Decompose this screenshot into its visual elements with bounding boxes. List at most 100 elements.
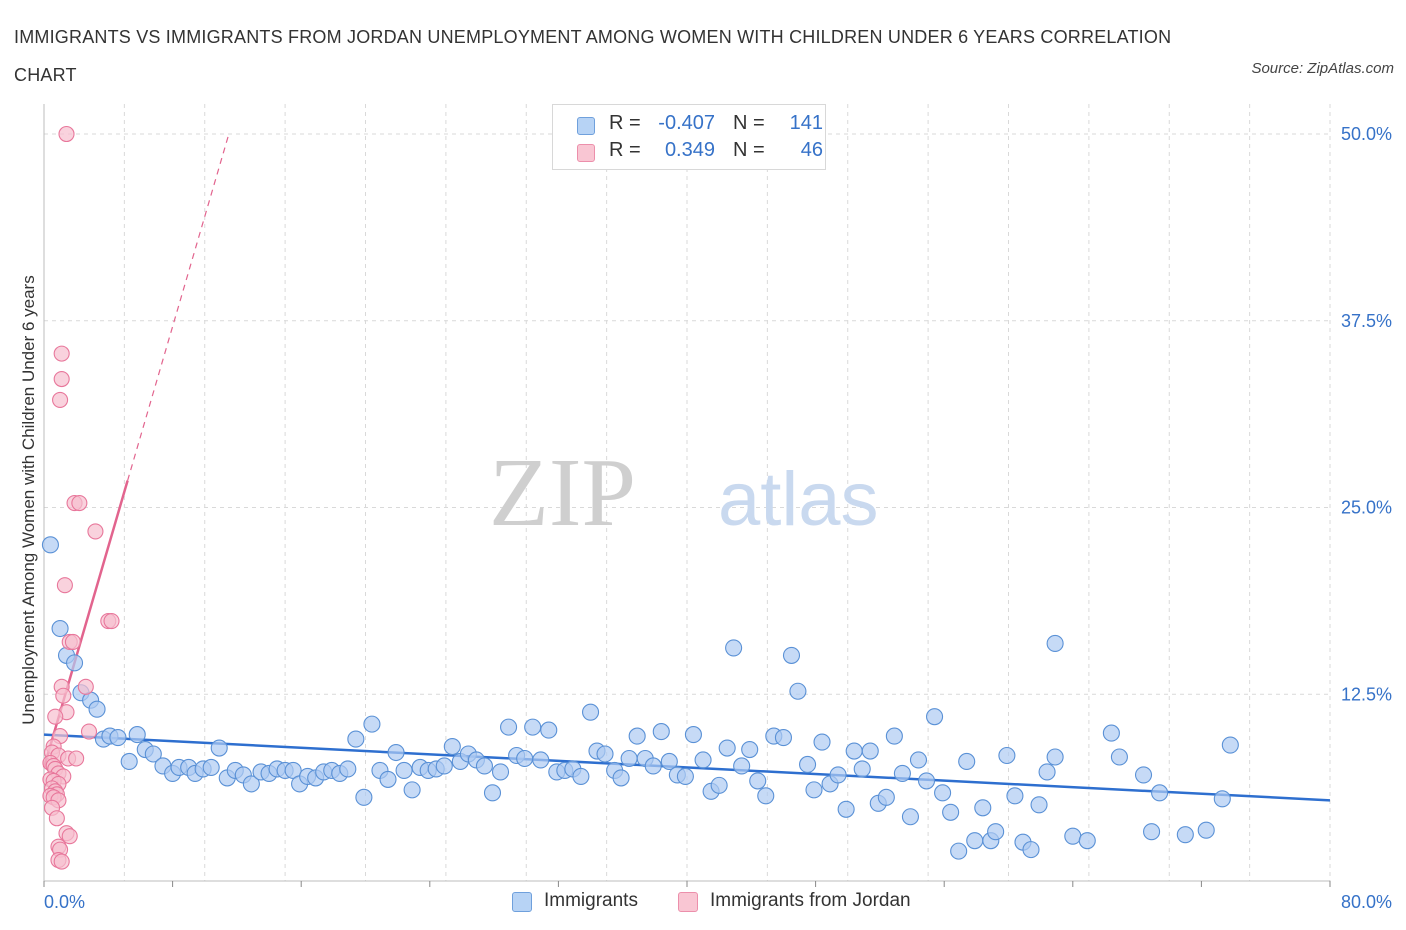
immigrants-point	[1213, 790, 1231, 808]
immigrants-point	[845, 742, 863, 760]
immigrants-point	[853, 760, 871, 778]
jordan-trend-line-dashed	[127, 133, 230, 481]
immigrants-point	[694, 751, 712, 769]
immigrants-point	[829, 766, 847, 784]
x-tick-label: 80.0%	[1341, 892, 1392, 912]
immigrants-point	[644, 757, 662, 775]
n-label: N =	[733, 139, 765, 161]
immigrants-point	[861, 742, 879, 760]
immigrants-point	[339, 760, 357, 778]
jordan-swatch	[577, 144, 595, 162]
immigrants-point	[987, 823, 1005, 841]
immigrants-point	[516, 749, 534, 768]
jordan-point	[103, 612, 120, 630]
jordan-point	[47, 708, 64, 725]
jordan-point	[55, 687, 72, 704]
immigrants-point	[950, 842, 968, 860]
immigrants-point	[524, 718, 542, 736]
immigrants-point	[620, 749, 638, 768]
immigrants-point	[718, 739, 736, 757]
immigrants-point	[733, 757, 751, 775]
immigrants-point	[893, 764, 911, 782]
immigrants-point	[741, 740, 759, 759]
immigrants-point	[1038, 763, 1056, 781]
immigrants-point	[1197, 821, 1215, 839]
legend-swatch-immigrants	[512, 892, 532, 912]
immigrants-point	[395, 761, 413, 779]
y-axis-label-wrap: Unemployment Among Women with Children U…	[16, 140, 42, 860]
jordan-point	[64, 633, 81, 651]
immigrants-point	[958, 752, 976, 771]
immigrants-point	[581, 703, 600, 721]
immigrants-point	[347, 730, 365, 748]
immigrants-point	[379, 770, 397, 788]
immigrants-point	[144, 745, 162, 763]
immigrants-point	[628, 727, 646, 745]
y-tick-label: 50.0%	[1341, 124, 1392, 144]
immigrants-point	[363, 715, 381, 733]
immigrants-point	[1134, 766, 1153, 784]
immigrants-point	[799, 755, 817, 774]
immigrants-point	[483, 784, 502, 802]
immigrants-point	[120, 752, 138, 771]
y-tick-label: 12.5%	[1341, 684, 1392, 704]
watermark-atlas: atlas	[718, 457, 879, 542]
immigrants-point	[934, 784, 952, 802]
immigrants-point	[128, 726, 146, 744]
immigrants-point	[500, 718, 518, 736]
chart-title: IMMIGRANTS VS IMMIGRANTS FROM JORDAN UNE…	[14, 27, 1172, 85]
axes	[43, 104, 1331, 887]
immigrants-n-value: 141	[789, 112, 823, 134]
stats-legend: R = -0.407 N = 141 R = 0.349 N = 46	[552, 104, 826, 170]
immigrants-point	[1176, 826, 1194, 844]
jordan-point	[56, 577, 73, 594]
immigrants-point	[917, 772, 936, 790]
immigrants-point	[1143, 823, 1161, 841]
immigrants-swatch	[577, 117, 595, 135]
immigrants-point	[813, 733, 831, 751]
x-tick-label: 0.0%	[44, 892, 85, 912]
immigrants-point	[65, 654, 84, 672]
jordan-n-value: 46	[800, 139, 823, 161]
watermark-zip: ZIP	[489, 439, 636, 547]
immigrants-point	[1006, 787, 1024, 805]
immigrants-point	[974, 799, 992, 817]
immigrants-point	[1221, 736, 1239, 754]
jordan-point	[53, 853, 70, 870]
r-label: R =	[609, 112, 641, 134]
y-tick-label: 25.0%	[1341, 498, 1392, 518]
immigrants-point	[966, 832, 984, 850]
immigrants-point	[88, 700, 106, 718]
immigrants-point	[837, 800, 855, 818]
jordan-r-value: 0.349	[664, 139, 715, 161]
immigrants-point	[491, 763, 510, 781]
immigrants-point	[109, 729, 127, 747]
immigrants-point	[355, 788, 373, 806]
jordan-point	[80, 723, 98, 740]
immigrants-point	[942, 803, 960, 821]
jordan-point	[53, 370, 70, 388]
jordan-point	[77, 678, 94, 695]
immigrants-point	[1030, 796, 1048, 814]
immigrants-point	[909, 751, 928, 769]
immigrants-point	[51, 619, 69, 638]
watermark: ZIP atlas	[489, 439, 879, 547]
r-label: R =	[609, 139, 641, 161]
immigrants-point	[242, 775, 260, 793]
legend-label-immigrants: Immigrants	[544, 890, 638, 911]
immigrants-point	[782, 646, 801, 664]
immigrants-point	[1102, 724, 1120, 742]
immigrants-point	[387, 743, 405, 762]
immigrants-point	[572, 767, 590, 785]
immigrants-point	[998, 746, 1016, 765]
jordan-point	[71, 494, 88, 512]
immigrants-point	[540, 721, 558, 739]
jordan-point	[58, 125, 75, 143]
immigrants-point	[1078, 832, 1096, 850]
jordan-point	[52, 391, 69, 408]
immigrants-point	[1110, 748, 1128, 766]
immigrants-point	[210, 739, 228, 757]
source-credit: Source: ZipAtlas.com	[1251, 60, 1394, 77]
immigrants-point	[475, 757, 494, 775]
immigrants-point	[202, 758, 220, 777]
